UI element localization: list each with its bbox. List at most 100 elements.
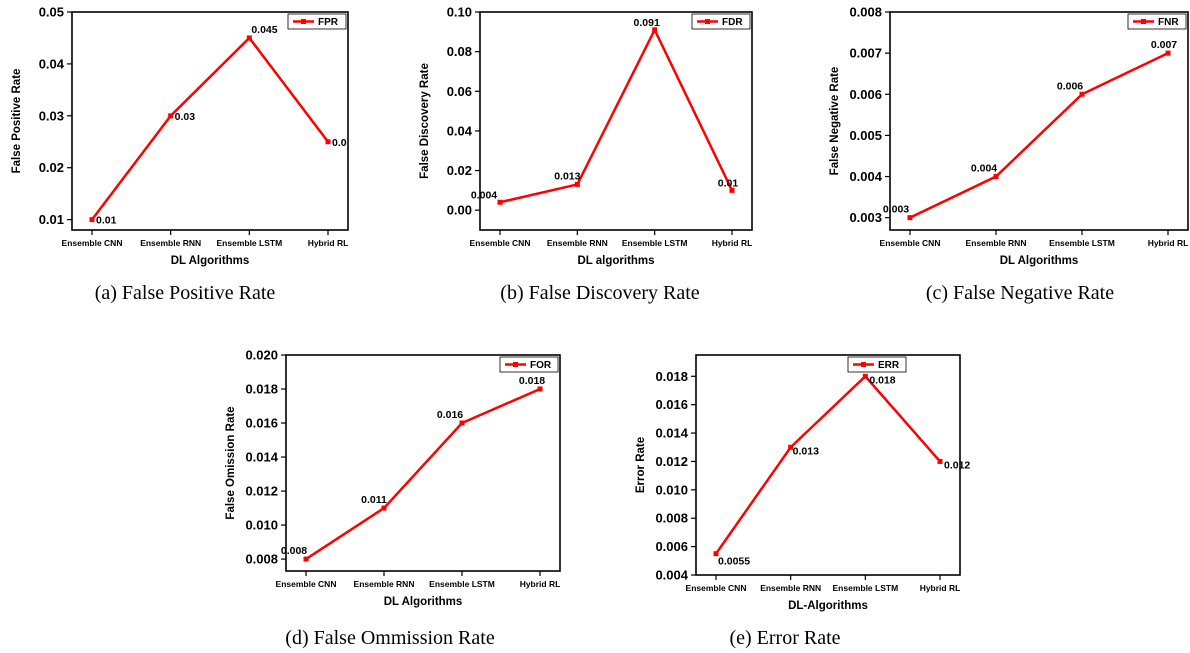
caption-e: (e) Error Rate	[729, 627, 841, 649]
caption-a: (a) False Positive Rate	[94, 282, 276, 304]
y-tick-label: 0.004	[849, 169, 882, 184]
y-tick-label: 0.007	[849, 46, 882, 61]
data-point	[788, 444, 794, 450]
legend-marker	[513, 362, 518, 367]
x-axis-title: DL Algorithms	[384, 596, 463, 608]
y-tick-label: 0.018	[245, 382, 278, 397]
data-point	[459, 420, 465, 426]
x-tick-label: Ensemble CNN	[880, 238, 941, 248]
data-point	[1165, 50, 1171, 56]
y-tick-label: 0.05	[39, 5, 64, 20]
legend-label: FDR	[722, 17, 743, 28]
chart-svg-fpr: 0.01 0.02 0.03 0.04 0.05 Ensemble CNN Ensemble…	[11, 5, 349, 267]
data-label: 0.004	[971, 163, 997, 175]
y-tick-label: 0.016	[655, 397, 688, 412]
y-tick-label: 0.004	[655, 568, 688, 583]
y-tick-label: 0.016	[245, 416, 278, 431]
chart-svg-err: 0.004 0.006 0.008 0.010 0.012 0.014 0.016 0.018…	[635, 354, 970, 612]
x-tick-label: Ensemble RNN	[140, 238, 201, 248]
caption-d: (d) False Ommission Rate	[285, 627, 495, 649]
y-tick-label: 0.006	[849, 87, 882, 102]
series-line-for	[305, 387, 541, 561]
y-tick-label: 0.014	[655, 426, 688, 441]
data-label: 0.018	[519, 375, 545, 387]
x-axis-title: DL-Algorithms	[788, 600, 868, 612]
data-label: 0.091	[634, 17, 660, 29]
y-tick-label: 0.08	[447, 44, 472, 59]
x-tick-label: Ensemble RNN	[354, 579, 415, 589]
legend-box	[499, 356, 559, 373]
y-tick-label: 0.008	[849, 5, 882, 20]
data-label: 0.006	[1057, 80, 1083, 92]
data-label: 0.013	[793, 445, 819, 457]
y-tick-label: 0.003	[849, 210, 882, 225]
y-tick-label: 0.02	[447, 163, 472, 178]
legend-marker	[301, 19, 306, 24]
x-tick-label: Ensemble LSTM	[1049, 238, 1115, 248]
y-tick-label: 0.04	[447, 123, 473, 138]
x-tick-label: Hybrid RL	[712, 238, 753, 248]
x-tick-label: Ensemble LSTM	[217, 238, 283, 248]
y-axis-title: False Omission Rate	[225, 406, 237, 519]
data-point	[907, 215, 913, 221]
data-label: 0.016	[437, 409, 463, 421]
chart-svg-fnr: 0.003 0.004 0.005 0.006 0.007 0.008 Ensemble C…	[829, 5, 1189, 267]
y-axis-title: False Negative Rate	[829, 67, 841, 176]
y-axis-title: False Discovery Rate	[419, 63, 431, 179]
plot-frame	[71, 11, 349, 231]
data-point	[325, 139, 331, 145]
data-label: 0.004	[471, 189, 497, 201]
x-tick-label: Hybrid RL	[920, 583, 961, 593]
legend-box	[1127, 13, 1187, 30]
y-tick-label: 0.02	[39, 160, 64, 175]
chart-false-positive-rate: 0.01 0.02 0.03 0.04 0.05 Ensemble CNN Ensemble…	[0, 0, 370, 275]
legend-label: FNR	[1158, 17, 1179, 28]
x-axis-title: DL algorithms	[577, 255, 654, 267]
data-point	[652, 27, 658, 33]
data-label: 0.011	[361, 494, 387, 506]
x-tick-label: Hybrid RL	[1148, 238, 1189, 248]
data-label: 0.012	[944, 459, 970, 471]
y-tick-label: 0.005	[849, 128, 882, 143]
y-tick-label: 0.010	[655, 482, 688, 497]
x-tick-label: Ensemble CNN	[470, 238, 531, 248]
plot-frame	[479, 11, 753, 231]
x-tick-label: Ensemble CNN	[686, 583, 747, 593]
legend-box	[287, 13, 347, 30]
series-line-fdr	[499, 27, 734, 204]
data-point	[497, 199, 503, 205]
data-point	[168, 113, 174, 119]
y-tick-label: 0.10	[447, 5, 472, 20]
chart-false-negative-rate: 0.003 0.004 0.005 0.006 0.007 0.008 Ensemble C…	[820, 0, 1190, 275]
legend-marker	[705, 19, 710, 24]
data-label: 0.0	[332, 137, 347, 149]
legend-box	[691, 13, 751, 30]
y-tick-label: 0.012	[245, 484, 278, 499]
data-point	[1079, 91, 1085, 97]
data-label: 0.013	[554, 170, 580, 182]
x-tick-label: Ensemble LSTM	[622, 238, 688, 248]
series-line-fnr	[909, 52, 1169, 219]
caption-b: (b) False Discovery Rate	[500, 282, 700, 304]
data-point	[993, 174, 999, 180]
y-axis-title: False Positive Rate	[11, 69, 23, 174]
data-point	[246, 35, 252, 41]
legend-label: FOR	[530, 360, 552, 371]
y-tick-label: 0.012	[655, 454, 688, 469]
data-point	[381, 505, 387, 511]
data-label: 0.003	[883, 204, 909, 216]
y-tick-label: 0.014	[245, 450, 278, 465]
chart-error-rate: 0.004 0.006 0.008 0.010 0.012 0.014 0.016 0.018…	[620, 345, 990, 615]
data-label: 0.007	[1151, 39, 1177, 51]
chart-false-discovery-rate: 0.00 0.02 0.04 0.06 0.08 0.10 Ensemble CNN Ense…	[410, 0, 780, 275]
x-tick-label: Hybrid RL	[308, 238, 349, 248]
plot-frame	[889, 11, 1189, 231]
data-point	[89, 217, 95, 223]
x-tick-label: Ensemble RNN	[966, 238, 1027, 248]
y-tick-label: 0.06	[447, 84, 472, 99]
x-tick-label: Ensemble RNN	[760, 583, 821, 593]
plot-frame	[285, 354, 561, 572]
x-tick-label: Ensemble RNN	[547, 238, 608, 248]
y-tick-label: 0.008	[655, 511, 688, 526]
legend-marker	[861, 362, 866, 367]
